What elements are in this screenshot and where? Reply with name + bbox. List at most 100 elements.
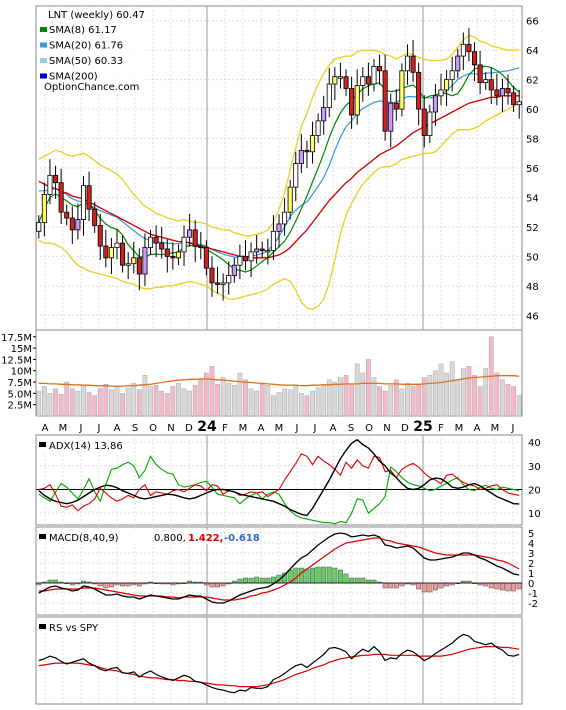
candle-body (282, 211, 288, 225)
volume-bar (310, 390, 315, 417)
volume-bar (187, 390, 192, 417)
legend-bg (37, 7, 145, 93)
macd-hist-bar (120, 582, 126, 587)
candle-body (309, 135, 316, 153)
volume-bar (131, 383, 137, 417)
price-panel: 46 48 50 52 54 56 58 60 62 64 66 (35, 5, 539, 331)
volume-bar (366, 359, 371, 417)
macd-hist-bar (432, 582, 438, 591)
macd-tick-label: 4 (528, 539, 534, 550)
candle-body (114, 242, 120, 248)
volume-bar (421, 377, 427, 417)
adx-tick-label: 30 (528, 462, 541, 473)
macd-hist-bar (237, 578, 243, 584)
legend-item-label: SMA(200) (49, 72, 98, 83)
macd-hist-bar (416, 582, 422, 590)
volume-bar (231, 384, 237, 417)
macd-tick-label: -2 (528, 599, 538, 610)
macd-hist-value: -0.618 (224, 533, 260, 544)
candle-body (231, 264, 237, 276)
rs-line (38, 633, 520, 694)
candle-body (410, 55, 416, 73)
volume-bar (159, 390, 165, 417)
month-label: J (97, 423, 101, 434)
candle-body (108, 247, 114, 259)
volume-bar (136, 389, 142, 417)
volume-bar (287, 389, 293, 417)
rs-panel: RS vs SPY (35, 616, 523, 705)
candle-body (41, 194, 47, 223)
macd-hist-bar (298, 567, 304, 584)
macd-hist-bar (343, 573, 349, 584)
volume-bar (343, 375, 349, 417)
month-label: N (167, 423, 174, 434)
volume-bar (326, 379, 332, 417)
volume-bar (109, 389, 114, 417)
upper-band-line (38, 34, 520, 237)
month-label: O (365, 423, 373, 434)
volume-tick-label: 12.5M (1, 355, 32, 366)
month-label: J (79, 423, 83, 434)
candle-body (47, 174, 53, 195)
volume-bar (438, 363, 444, 417)
candle-body (192, 229, 198, 247)
volume-bar (466, 365, 472, 417)
macd-hist-bar (421, 582, 427, 593)
macd-label-bg (38, 530, 218, 544)
price-tick-label: 56 (526, 164, 539, 175)
candle-body (36, 222, 42, 232)
candle-body (404, 55, 411, 72)
adx-legend-swatch (39, 442, 46, 447)
macd-hist-bar (371, 579, 377, 584)
volume-bar (410, 386, 416, 417)
volume-bar (47, 393, 53, 417)
candle-body (187, 229, 193, 238)
legend-item-label: SMA(8) 61.17 (49, 25, 117, 36)
price-tick-label: 66 (526, 17, 539, 28)
macd-tick-label: -1 (528, 589, 538, 600)
macd-hist-bar (427, 582, 433, 593)
volume-bar (271, 395, 276, 417)
month-label: A (42, 423, 49, 434)
adx-tick-label: 40 (528, 438, 541, 449)
macd-hist-bar (438, 582, 444, 589)
candle-body (125, 263, 131, 266)
volume-bar (259, 384, 265, 417)
volume-bar (444, 372, 449, 417)
volume-tick-label: 5.0M (7, 389, 32, 400)
candle-body (460, 43, 466, 57)
candle-body (354, 85, 360, 116)
volume-tick-label: 2.5M (7, 401, 32, 412)
candle-body (254, 248, 260, 253)
volume-bar (265, 384, 271, 417)
candle-body (164, 248, 170, 257)
volume-bar (349, 384, 354, 417)
volume-bar (36, 390, 42, 417)
macd-hist-bar (393, 582, 399, 589)
macd-hist-bar (332, 567, 338, 584)
volume-tick-label: 10M (11, 367, 32, 378)
macd-tick-label: 2 (528, 559, 534, 570)
volume-bar (226, 383, 232, 417)
macd-hist-bar (382, 582, 388, 589)
volume-bar (153, 384, 159, 417)
volume-bar (92, 395, 98, 417)
candle-body (220, 282, 226, 285)
volume-bar (103, 384, 109, 417)
candle-body (80, 185, 87, 220)
macd-signal-value: 1.422, (188, 533, 223, 544)
volume-bar (388, 384, 394, 417)
macd-tick-label: 0 (528, 579, 534, 590)
volume-bar (254, 390, 260, 417)
candle-body (293, 163, 299, 188)
volume-bar (483, 368, 489, 417)
volume-bar (494, 372, 500, 417)
candle-body (421, 108, 427, 137)
volume-bar (81, 384, 86, 417)
macd-hist-bar (304, 568, 310, 584)
candle-body (382, 70, 388, 132)
macd-hist-bar (136, 582, 142, 587)
month-label: F (222, 423, 228, 434)
